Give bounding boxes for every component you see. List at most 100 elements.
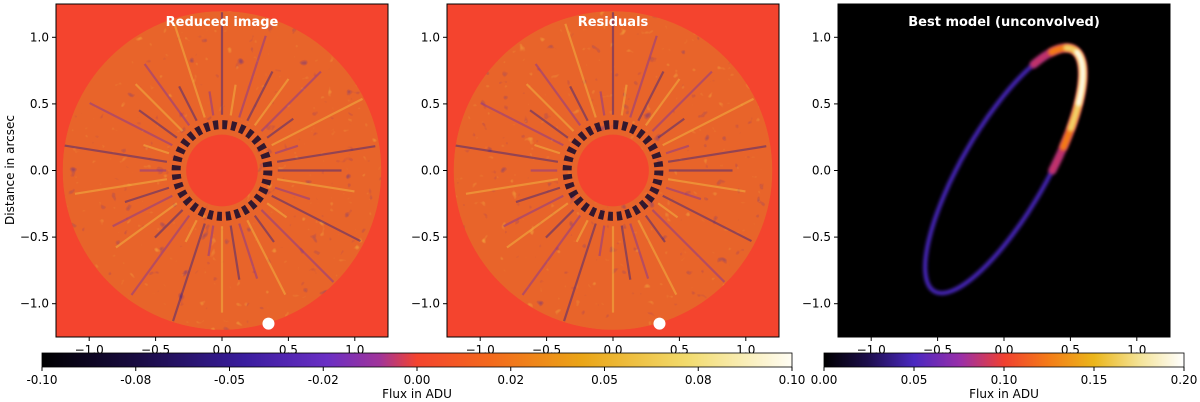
mask-halo bbox=[171, 120, 273, 221]
colorbar-tick-label: 0.10 bbox=[991, 373, 1018, 387]
speckle-streak bbox=[529, 109, 569, 139]
speckle-streak bbox=[74, 178, 168, 195]
speckle-streak bbox=[274, 186, 311, 201]
y-tick-label: −1.0 bbox=[802, 297, 831, 311]
speckle-streak bbox=[266, 117, 294, 139]
speckle-streak bbox=[599, 91, 606, 116]
ring-arc-white bbox=[1074, 49, 1086, 107]
speckle-streak bbox=[506, 202, 569, 249]
speckle-streak bbox=[271, 194, 361, 243]
speckle-streak bbox=[238, 35, 267, 118]
speckle-streak bbox=[207, 225, 215, 257]
colorbar-tick-label: 0.05 bbox=[591, 373, 618, 387]
y-tick-label: −1.0 bbox=[20, 297, 49, 311]
speckle-streak bbox=[143, 143, 170, 155]
best-model-title: Best model (unconvolved) bbox=[908, 15, 1100, 30]
speckle-streak bbox=[134, 83, 184, 132]
speckle-streak bbox=[651, 70, 713, 132]
source-marker bbox=[262, 317, 275, 330]
colorbar-residual-label: Flux in ADU bbox=[382, 387, 452, 401]
speckle-streak bbox=[173, 23, 206, 118]
speckle-streak bbox=[545, 209, 575, 239]
speckle-streak bbox=[525, 83, 575, 132]
speckle-streak bbox=[662, 97, 755, 147]
coronagraph-mask bbox=[186, 134, 258, 207]
speckle-streak bbox=[665, 186, 702, 201]
speckle-streak bbox=[253, 78, 290, 127]
colorbar-residual-ticks: -0.10 -0.08 -0.05 -0.02 0.00 0.02 0.05 0.08 0.10 bbox=[26, 367, 805, 387]
speckle-streak bbox=[260, 70, 322, 132]
colorbar-tick-label: 0.02 bbox=[497, 373, 524, 387]
residuals-y-ticks: 1.0 0.5 0.0 −0.5 −1.0 bbox=[411, 30, 447, 311]
source-marker bbox=[653, 317, 666, 330]
y-tick-label: 1.0 bbox=[812, 30, 831, 44]
speckle-streak bbox=[620, 225, 632, 280]
colorbar-model-gradient bbox=[823, 352, 1185, 368]
speckle-streak bbox=[569, 85, 589, 122]
speckle-streak bbox=[208, 91, 215, 116]
colorbar-tick-label: 0.20 bbox=[1171, 373, 1198, 387]
speckle-streak bbox=[657, 202, 679, 219]
colorbar-residual-flux: -0.10 -0.08 -0.05 -0.02 0.00 0.02 0.05 0.08 0.10… bbox=[26, 352, 805, 401]
speckle-streak bbox=[115, 202, 178, 249]
colorbar-tick-label: -0.10 bbox=[26, 373, 57, 387]
residuals-field bbox=[453, 11, 773, 330]
speckle-streak bbox=[662, 194, 752, 243]
colorbar-tick-label: 0.15 bbox=[1081, 373, 1108, 387]
colorbar-tick-label: -0.02 bbox=[308, 373, 339, 387]
speckle-streak bbox=[657, 117, 685, 139]
speckle-streak bbox=[534, 63, 582, 127]
colorbar-tick-label: 0.10 bbox=[779, 373, 806, 387]
speckle-streak bbox=[246, 219, 287, 296]
speckle-streak bbox=[564, 23, 597, 118]
y-tick-label: −0.5 bbox=[802, 230, 831, 244]
speckle-streak bbox=[480, 102, 564, 147]
colorbar-tick-label: -0.08 bbox=[120, 373, 151, 387]
colorbar-tick-label: 0.08 bbox=[685, 373, 712, 387]
panel-residuals: Residuals −1.0 −0.5 0.0 0.5 1.0 1.0 0.5 0.0 −0.… bbox=[411, 3, 780, 357]
y-tick-label: −0.5 bbox=[20, 230, 49, 244]
speckle-streak bbox=[274, 144, 299, 155]
reduced-image-y-ticks: 1.0 0.5 0.0 −0.5 −1.0 bbox=[20, 30, 56, 311]
speckle-streak bbox=[184, 219, 198, 243]
colorbar-tick-label: 0.05 bbox=[901, 373, 928, 387]
speckle-streak bbox=[620, 84, 628, 116]
speckle-streak bbox=[644, 78, 681, 127]
speckle-streak bbox=[667, 178, 746, 193]
speckle-streak bbox=[130, 214, 191, 296]
best-model-y-ticks: 1.0 0.5 0.0 −0.5 −1.0 bbox=[802, 30, 838, 311]
speckle-streak bbox=[138, 109, 178, 139]
y-tick-label: 0.5 bbox=[30, 97, 49, 111]
speckle-streak bbox=[276, 145, 376, 163]
y-tick-label: 1.0 bbox=[30, 30, 49, 44]
colorbar-tick-label: 0.00 bbox=[404, 373, 431, 387]
y-tick-label: −1.0 bbox=[411, 297, 440, 311]
speckle-streak bbox=[455, 144, 559, 163]
speckle-streak bbox=[651, 209, 726, 283]
speckle-streak bbox=[266, 202, 288, 219]
speckle-streak bbox=[629, 35, 658, 118]
model-ring bbox=[923, 43, 1087, 296]
y-tick-label: 0.5 bbox=[421, 97, 440, 111]
y-tick-label: 0.0 bbox=[421, 164, 440, 178]
speckle-streak bbox=[667, 145, 767, 163]
speckle-streak bbox=[503, 194, 564, 228]
speckle-streak bbox=[154, 209, 184, 239]
colorbar-model-flux: 0.00 0.05 0.10 0.15 0.20 Flux in ADU bbox=[811, 352, 1198, 401]
y-tick-label: 0.0 bbox=[30, 164, 49, 178]
colorbar-model-ticks: 0.00 0.05 0.10 0.15 0.20 bbox=[811, 367, 1198, 387]
best-model-background bbox=[838, 4, 1170, 337]
panel-best-model: Best model (unconvolved) −1.0 −0.5 0.0 0.5 1… bbox=[802, 3, 1171, 357]
speckle-streak bbox=[124, 186, 170, 204]
speckle-streak bbox=[637, 219, 678, 296]
speckle-streak bbox=[178, 85, 198, 122]
speckle-streak bbox=[253, 214, 275, 243]
colorbar-model-label: Flux in ADU bbox=[969, 387, 1039, 401]
speckle-streak bbox=[465, 178, 559, 195]
speckle-streak bbox=[172, 223, 206, 322]
speckle-streak bbox=[276, 178, 355, 193]
speckle-streak bbox=[521, 214, 582, 296]
speckle-streak bbox=[238, 223, 259, 279]
y-tick-label: 0.5 bbox=[812, 97, 831, 111]
